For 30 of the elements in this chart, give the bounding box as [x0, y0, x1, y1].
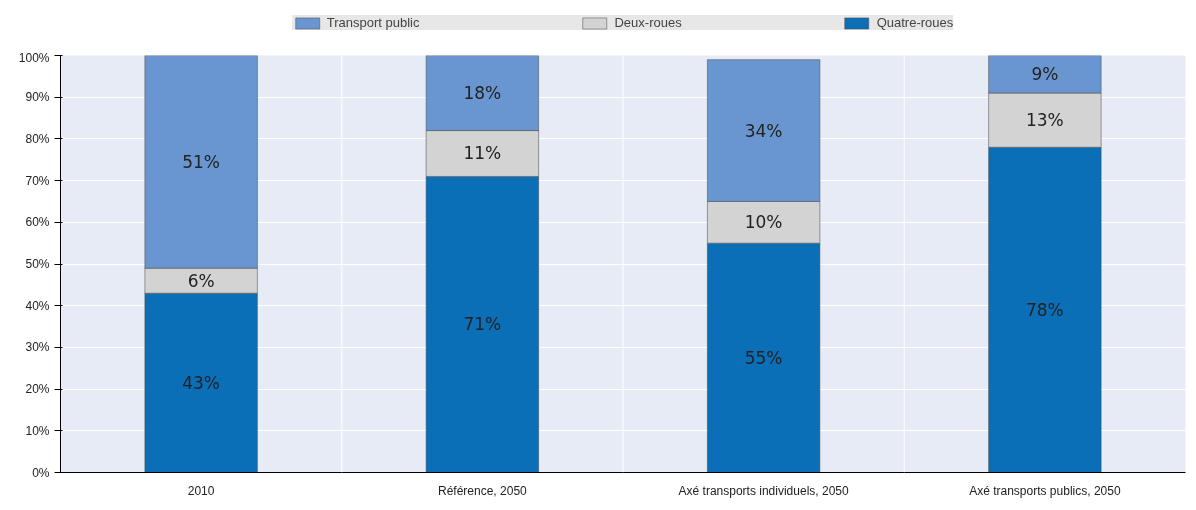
y-tick-label: 70% [25, 173, 50, 188]
y-tick-label: 80% [25, 131, 50, 146]
data-label: 18% [463, 83, 502, 104]
data-label: 43% [182, 372, 221, 393]
y-tick-label: 50% [25, 257, 50, 271]
y-tick-label: 90% [25, 90, 50, 105]
y-tick-label: 60% [25, 215, 50, 230]
data-label: 11% [463, 143, 502, 164]
data-label: 34% [744, 120, 783, 141]
data-label: 55% [744, 347, 783, 368]
data-label: 10% [744, 212, 783, 233]
x-tick-label: Axé transports individuels, 2050 [678, 483, 849, 498]
data-label: 78% [1025, 299, 1064, 320]
data-label: 6% [187, 270, 215, 291]
x-tick-label: Axé transports publics, 2050 [969, 483, 1121, 498]
y-tick-label: 40% [25, 298, 50, 313]
y-tick-label: 0% [32, 465, 50, 480]
y-tick-label: 100% [18, 50, 50, 65]
legend-label: Quatre-roues [876, 15, 954, 30]
y-tick-label: 20% [25, 382, 50, 397]
data-label: 51% [182, 151, 221, 172]
data-label: 13% [1025, 110, 1064, 131]
data-label: 9% [1031, 64, 1059, 85]
y-tick-label: 10% [25, 423, 50, 438]
x-tick-label: Référence, 2050 [438, 483, 528, 498]
legend-label: Deux-roues [614, 15, 682, 30]
x-tick-label: 2010 [187, 483, 215, 498]
legend-label: Transport public [326, 15, 420, 30]
y-tick-label: 30% [25, 340, 50, 355]
data-label: 71% [463, 314, 502, 335]
